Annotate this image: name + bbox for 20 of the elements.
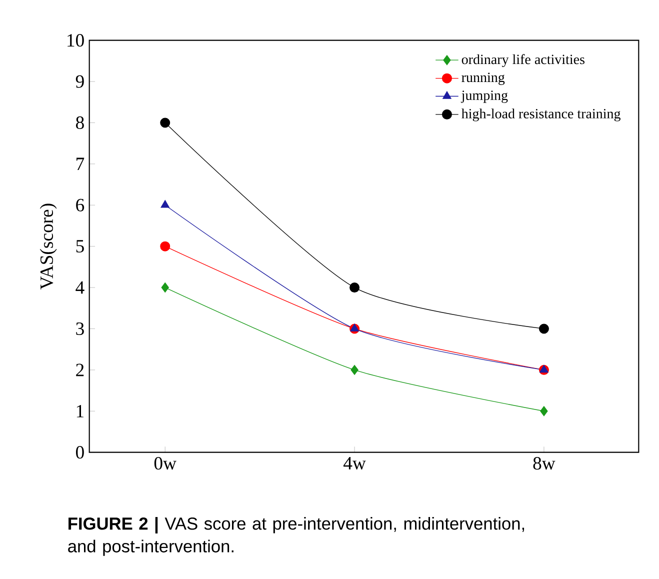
y-tick-label: 9	[76, 75, 84, 88]
y-tick-label: 1	[76, 404, 84, 418]
legend-label: jumping	[460, 90, 508, 103]
legend-label: running	[462, 72, 505, 85]
y-tick-label: 2	[76, 364, 84, 376]
y-tick-label: 6	[76, 198, 84, 212]
y-tick-label: 0	[76, 446, 84, 459]
y-tick-label: 5	[76, 240, 84, 253]
x-tick-label: 4w	[343, 457, 366, 470]
y-tick-label: 7	[76, 158, 84, 170]
legend-label: high-load resistance training	[462, 108, 620, 122]
y-tick-label: 3	[76, 322, 84, 336]
y-tick-label: 4	[76, 281, 84, 294]
x-tick-label: 0w	[154, 457, 176, 470]
legend-label: ordinary life activities	[462, 54, 584, 68]
y-axis-title: VAS(score)	[40, 204, 57, 290]
y-tick-label: 10	[68, 34, 84, 47]
text: FIGURE 2 | VAS score at pre-intervention, midintervention, and post-intervention.	[68, 517, 524, 556]
x-tick-label: 8w	[533, 457, 556, 470]
y-tick-label: 8	[76, 116, 84, 130]
